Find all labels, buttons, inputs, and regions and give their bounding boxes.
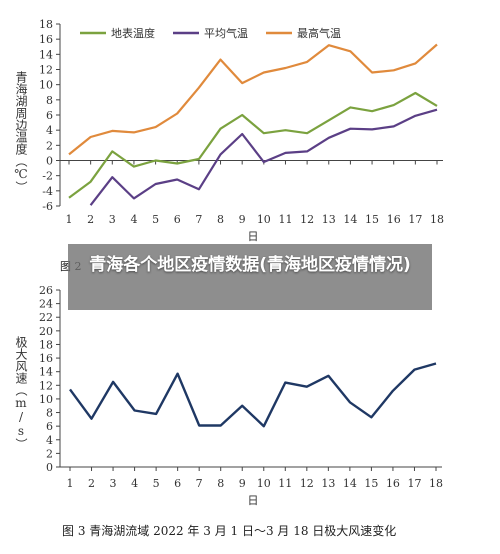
x-tick-label: 18	[429, 477, 443, 490]
x-tick-label: 3	[110, 477, 117, 490]
x-tick-label: 16	[386, 477, 400, 490]
y-tick-label: 18	[39, 18, 53, 31]
x-tick-label: 16	[387, 213, 401, 226]
y-tick-label: 6	[46, 420, 53, 433]
figure-3-caption: 图 3 青海湖流域 2022 年 3 月 1 日～3 月 18 日极大风速变化	[62, 524, 397, 538]
temperature-y-axis-label: 青海湖周边温度（℃）	[14, 71, 28, 193]
x-axis-label: 日	[248, 230, 259, 243]
x-tick-label: 13	[321, 477, 335, 490]
x-tick-label: 13	[322, 213, 336, 226]
x-tick-label: 11	[278, 213, 292, 226]
y-tick-label: 14	[39, 366, 53, 379]
x-tick-label: 18	[430, 213, 444, 226]
x-tick-label: 6	[174, 477, 181, 490]
x-tick-label: 4	[131, 477, 138, 490]
y-tick-label: 10	[39, 79, 53, 92]
y-tick-label: 12	[39, 64, 53, 77]
x-tick-label: 15	[365, 213, 379, 226]
y-tick-label: 16	[39, 33, 53, 46]
series-line-3	[68, 43, 438, 156]
legend-label: 地表温度	[111, 26, 155, 40]
y-tick-label: 26	[39, 284, 53, 297]
y-tick-label: 20	[39, 325, 53, 338]
y-tick-label: 8	[46, 407, 53, 420]
y-tick-label: 24	[39, 298, 53, 311]
y-tick-label: 22	[39, 311, 53, 324]
y-tick-label: 8	[46, 94, 53, 107]
x-tick-label: 3	[109, 213, 116, 226]
series-line-1	[69, 362, 437, 428]
y-tick-label: -4	[42, 185, 53, 198]
x-tick-label: 1	[66, 213, 73, 226]
wind-y-axis-label: 极大风速（m/s）	[14, 336, 28, 450]
x-tick-label: 5	[153, 477, 160, 490]
x-tick-label: 4	[130, 213, 137, 226]
y-tick-label: 0	[46, 155, 53, 168]
y-tick-label: 14	[39, 48, 53, 61]
x-axis-label: 日	[248, 494, 259, 507]
x-tick-label: 11	[278, 477, 292, 490]
y-tick-label: 16	[39, 352, 53, 365]
x-tick-label: 7	[195, 213, 202, 226]
y-tick-label: 12	[39, 379, 53, 392]
x-tick-label: 2	[88, 477, 95, 490]
x-tick-label: 6	[174, 213, 181, 226]
y-tick-label: 0	[46, 461, 53, 474]
y-tick-label: 18	[39, 338, 53, 351]
x-tick-label: 17	[408, 213, 422, 226]
x-tick-label: 1	[67, 477, 74, 490]
x-tick-label: 17	[407, 477, 421, 490]
x-tick-label: 14	[343, 213, 357, 226]
x-tick-label: 2	[87, 213, 94, 226]
x-tick-label: 15	[364, 477, 378, 490]
y-tick-label: -2	[42, 170, 53, 183]
x-tick-label: 7	[196, 477, 203, 490]
x-tick-label: 12	[300, 477, 314, 490]
series-line-2	[89, 108, 438, 206]
x-tick-label: 8	[217, 213, 224, 226]
y-tick-label: 10	[39, 393, 53, 406]
series-line-1	[68, 91, 438, 199]
y-tick-label: 2	[46, 447, 53, 460]
legend-label: 最高气温	[297, 26, 341, 40]
y-tick-label: 4	[46, 434, 53, 447]
x-tick-label: 5	[152, 213, 159, 226]
y-tick-label: 6	[46, 109, 53, 122]
x-tick-label: 8	[217, 477, 224, 490]
x-tick-label: 9	[239, 213, 246, 226]
article-title-overlay: 青海各个地区疫情数据(青海地区疫情情况)	[68, 244, 432, 310]
x-tick-label: 10	[257, 213, 271, 226]
x-tick-label: 12	[300, 213, 314, 226]
legend-label: 平均气温	[204, 26, 248, 40]
x-tick-label: 9	[239, 477, 246, 490]
x-tick-label: 14	[343, 477, 357, 490]
y-tick-label: 2	[46, 139, 53, 152]
x-tick-label: 10	[257, 477, 271, 490]
y-tick-label: 4	[46, 124, 53, 137]
y-tick-label: -6	[42, 200, 53, 213]
